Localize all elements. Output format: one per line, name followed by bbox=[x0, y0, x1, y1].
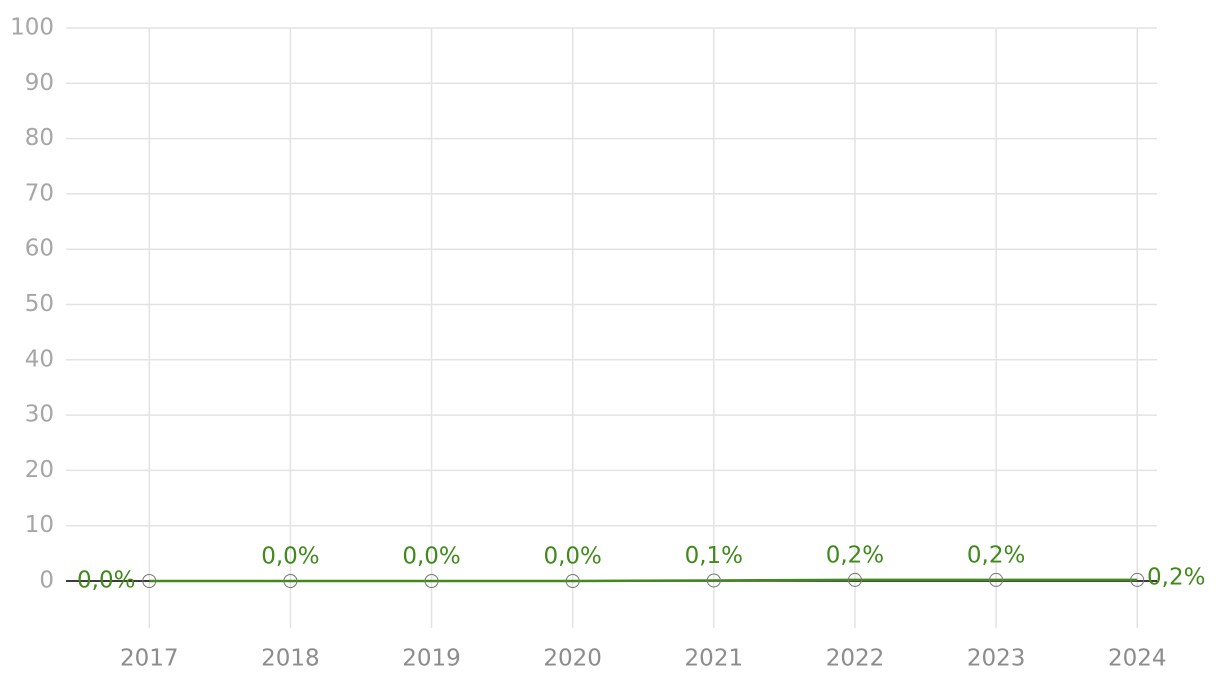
x-tick-label: 2019 bbox=[402, 646, 461, 672]
y-tick-label: 40 bbox=[25, 346, 54, 372]
value-label: 0,2% bbox=[826, 542, 884, 568]
point bbox=[989, 572, 1004, 587]
point bbox=[424, 573, 439, 588]
x-tick-label: 2017 bbox=[120, 646, 179, 672]
y-tick-label: 60 bbox=[25, 236, 54, 262]
value-label: 0,0% bbox=[261, 543, 319, 569]
y-tick-label: 50 bbox=[25, 291, 54, 317]
point bbox=[283, 573, 298, 588]
y-tick-label: 90 bbox=[25, 70, 54, 96]
point bbox=[565, 573, 580, 588]
point bbox=[142, 573, 157, 588]
data-line bbox=[149, 578, 1138, 583]
x-tick-label: 2021 bbox=[685, 646, 744, 672]
value-label: 0,1% bbox=[685, 543, 743, 569]
y-tick-label: 30 bbox=[25, 402, 54, 428]
y-tick-label: 80 bbox=[25, 125, 54, 151]
y-tick-label: 70 bbox=[25, 180, 54, 206]
value-label: 0,2% bbox=[1147, 564, 1205, 590]
value-label: 0,2% bbox=[967, 542, 1025, 568]
value-label: 0,0% bbox=[543, 543, 601, 569]
value-label: 0,0% bbox=[402, 543, 460, 569]
point bbox=[1130, 572, 1145, 587]
point bbox=[706, 573, 721, 588]
y-tick-label: 100 bbox=[10, 15, 54, 41]
y-tick-label: 10 bbox=[25, 512, 54, 538]
y-tick-label: 0 bbox=[39, 567, 54, 593]
value-label: 0,0% bbox=[77, 567, 135, 593]
x-tick-label: 2022 bbox=[826, 646, 885, 672]
x-tick-label: 2024 bbox=[1108, 646, 1167, 672]
y-tick-label: 20 bbox=[25, 457, 54, 483]
x-tick-label: 2018 bbox=[261, 646, 320, 672]
x-tick-label: 2020 bbox=[543, 646, 602, 672]
x-tick-label: 2023 bbox=[967, 646, 1026, 672]
point bbox=[847, 572, 862, 587]
